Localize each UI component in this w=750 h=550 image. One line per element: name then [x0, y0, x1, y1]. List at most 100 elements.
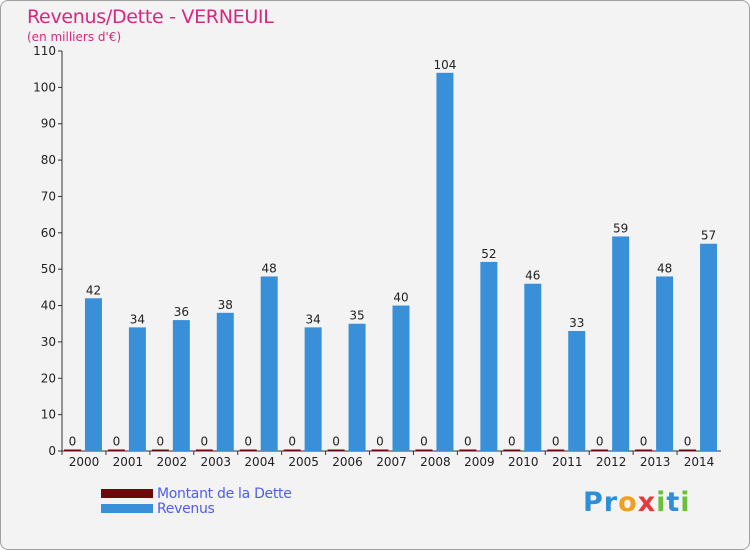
data-label-dette: 0	[332, 435, 340, 449]
bar-revenus	[612, 236, 630, 451]
data-label-dette: 0	[113, 435, 121, 449]
logo-letter: x	[637, 487, 657, 518]
logo-letter: P	[583, 487, 604, 518]
data-label-dette: 0	[244, 435, 252, 449]
bar-revenus	[480, 261, 498, 451]
bar-revenus	[304, 327, 322, 451]
data-label-revenus: 46	[525, 269, 540, 283]
legend-swatch-revenus	[101, 504, 153, 513]
bar-dette	[679, 449, 697, 451]
bar-dette	[635, 449, 653, 451]
legend-swatch-dette	[101, 489, 153, 498]
logo-letter: i	[656, 487, 667, 518]
x-tick-label: 2000	[69, 455, 100, 469]
data-label-dette: 0	[640, 435, 648, 449]
data-label-dette: 0	[288, 435, 296, 449]
y-tick-label: 30	[41, 335, 56, 349]
bar-revenus	[348, 323, 366, 451]
data-label-revenus: 34	[130, 312, 145, 326]
y-tick-label: 100	[33, 80, 56, 94]
x-tick-label: 2005	[288, 455, 319, 469]
data-label-dette: 0	[464, 435, 472, 449]
data-label-dette: 0	[157, 435, 165, 449]
data-label-revenus: 48	[657, 261, 672, 275]
y-tick-label: 80	[41, 153, 56, 167]
x-tick-label: 2010	[508, 455, 539, 469]
y-tick-label: 20	[41, 371, 56, 385]
chart-title: Revenus/Dette - VERNEUIL	[27, 6, 274, 28]
logo-letter: i	[680, 487, 691, 518]
legend-item-dette: Montant de la Dette	[101, 486, 292, 502]
x-tick-label: 2009	[464, 455, 495, 469]
data-label-revenus: 104	[433, 58, 456, 72]
legend: Montant de la Dette Revenus	[101, 486, 292, 517]
bar-dette	[327, 449, 345, 451]
bar-dette	[195, 449, 213, 451]
bar-revenus	[568, 331, 586, 451]
y-tick-label: 50	[41, 262, 56, 276]
bar-revenus	[84, 298, 102, 451]
data-label-dette: 0	[69, 435, 77, 449]
data-label-revenus: 52	[481, 247, 496, 261]
bar-dette	[503, 449, 521, 451]
x-tick-label: 2008	[420, 455, 451, 469]
bar-revenus	[524, 283, 542, 451]
data-label-revenus: 38	[218, 298, 233, 312]
data-label-dette: 0	[596, 435, 604, 449]
logo-letter: o	[618, 487, 638, 518]
bar-revenus	[700, 243, 718, 451]
y-tick-label: 40	[41, 299, 56, 313]
data-label-revenus: 40	[393, 291, 408, 305]
data-label-revenus: 35	[349, 309, 364, 323]
x-tick-label: 2004	[244, 455, 275, 469]
proxiti-logo: Proxiti	[583, 487, 691, 518]
data-label-dette: 0	[552, 435, 560, 449]
logo-letter: t	[666, 487, 681, 518]
x-tick-label: 2011	[552, 455, 583, 469]
x-tick-label: 2012	[596, 455, 627, 469]
data-label-revenus: 33	[569, 316, 584, 330]
data-label-revenus: 59	[613, 221, 628, 235]
y-tick-label: 110	[33, 44, 56, 58]
data-label-revenus: 42	[86, 283, 101, 297]
data-label-dette: 0	[200, 435, 208, 449]
bar-dette	[591, 449, 609, 451]
bar-revenus	[656, 276, 674, 451]
x-tick-label: 2006	[332, 455, 363, 469]
x-tick-label: 2003	[200, 455, 231, 469]
bar-revenus	[128, 327, 146, 451]
legend-label-revenus: Revenus	[157, 500, 215, 517]
bar-dette	[371, 449, 389, 451]
logo-letter: r	[603, 487, 619, 518]
y-tick-label: 10	[41, 408, 56, 422]
y-tick-label: 90	[41, 117, 56, 131]
bar-revenus	[172, 320, 190, 451]
x-tick-label: 2001	[113, 455, 144, 469]
x-tick-label: 2002	[157, 455, 188, 469]
data-label-revenus: 34	[305, 312, 320, 326]
data-label-dette: 0	[508, 435, 516, 449]
data-label-revenus: 36	[174, 305, 189, 319]
data-label-dette: 0	[376, 435, 384, 449]
bar-dette	[107, 449, 125, 451]
x-tick-label: 2013	[640, 455, 671, 469]
data-label-dette: 0	[684, 435, 692, 449]
x-tick-label: 2014	[684, 455, 715, 469]
bar-dette	[283, 449, 301, 451]
bar-dette	[415, 449, 433, 451]
bar-dette	[151, 449, 169, 451]
y-tick-label: 60	[41, 226, 56, 240]
bar-revenus	[260, 276, 278, 451]
bar-revenus	[436, 72, 454, 452]
chart-subtitle: (en milliers d'€)	[27, 30, 122, 44]
data-label-dette: 0	[420, 435, 428, 449]
x-tick-label: 2007	[376, 455, 407, 469]
data-label-revenus: 48	[262, 261, 277, 275]
bar-dette	[459, 449, 477, 451]
bar-revenus	[392, 305, 410, 451]
y-tick-label: 0	[48, 444, 56, 458]
bar-revenus	[216, 312, 234, 451]
legend-item-revenus: Revenus	[101, 500, 292, 517]
